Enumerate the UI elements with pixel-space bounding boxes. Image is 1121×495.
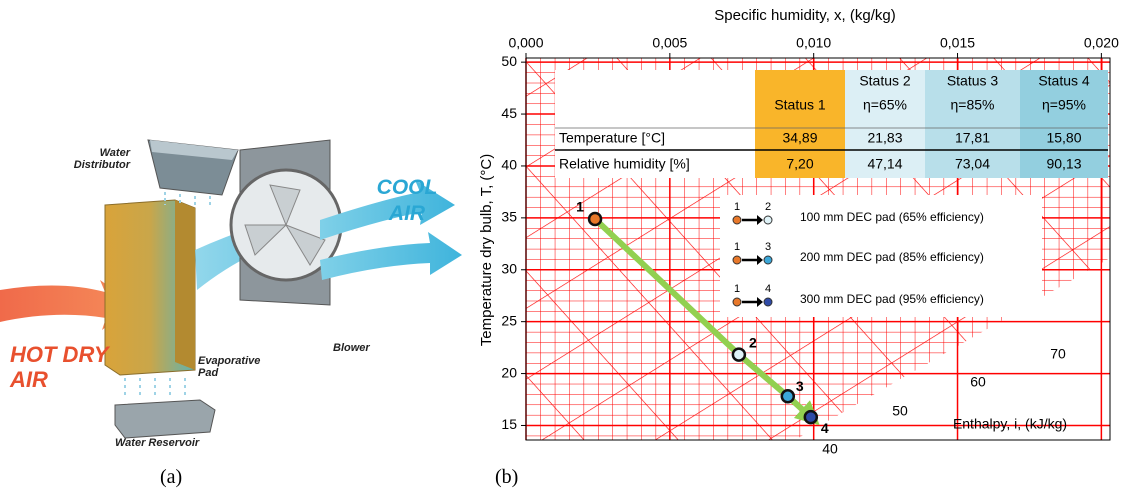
point: [803, 409, 819, 425]
table-header: η=65%: [863, 97, 907, 113]
table-column: [925, 70, 1020, 178]
label-cool-air: COOL AIR: [376, 176, 438, 226]
enthalpy-title: Enthalpy, i, (kJ/kg): [953, 416, 1067, 432]
legend-text: 300 mm DEC pad (95% efficiency): [800, 292, 984, 306]
y-tick-label: 45: [501, 105, 517, 121]
point: [780, 389, 796, 404]
plot: 0,000 0,005 0,010 0,015 0,020 15 20 25 30 35 40 45 5…: [501, 35, 1119, 440]
table-header: Status 2: [859, 73, 911, 89]
plot-frame: [525, 57, 1111, 441]
y-axis-title: Temperature dry bulb, T, (°C): [478, 154, 495, 346]
y-tick-label: 40: [501, 157, 517, 173]
cool-air-arrow: [320, 232, 462, 280]
water-distributor-top: [150, 140, 238, 160]
legend-arrowhead: [757, 215, 763, 225]
y-tick-label: 35: [501, 209, 517, 225]
legend-marker: [732, 255, 742, 265]
table-cell: 47,14: [867, 156, 902, 172]
y-tick-label: 50: [501, 53, 517, 69]
label-evaporative-pad: Evaporative Pad: [198, 355, 261, 380]
table-row-label: Relative humidity [%]: [559, 156, 690, 172]
legend-text: 100 mm DEC pad (65% efficiency): [800, 210, 984, 224]
table-cell: 7,20: [786, 156, 813, 172]
pad-side: [175, 200, 195, 370]
table-cell: 15,80: [1046, 130, 1081, 146]
x-tick-label: 0,020: [1084, 35, 1119, 51]
point-label: 4: [821, 420, 829, 436]
legend-from: 1: [734, 241, 740, 253]
x-tick-label: 0,010: [796, 35, 831, 51]
legend-marker: [763, 215, 773, 225]
point: [587, 211, 603, 227]
table-background: [555, 70, 755, 178]
fan-blades: [244, 184, 326, 266]
caption-a: (a): [160, 466, 183, 488]
table-column: [1020, 70, 1108, 178]
point-label: 2: [749, 334, 757, 350]
point-label: 1: [576, 199, 584, 215]
legend-marker: [763, 255, 773, 265]
table-header: Status 3: [947, 73, 999, 89]
label-blower: Blower: [333, 342, 370, 354]
table-cell: 17,81: [955, 130, 990, 146]
table-header: Status 1: [774, 97, 826, 113]
legend-to: 4: [765, 283, 771, 295]
legend-text: 200 mm DEC pad (85% efficiency): [800, 250, 984, 264]
water-drops: [164, 192, 211, 205]
label-water-distributor: Water Distributor: [73, 147, 130, 172]
table-header: Status 4: [1038, 73, 1090, 89]
x-tick-label: 0,005: [652, 35, 687, 51]
legend-marker: [763, 297, 773, 307]
legend-arrowhead: [757, 297, 763, 307]
y-tick-label: 25: [501, 312, 517, 328]
cooler-illustration: [0, 139, 462, 439]
water-reservoir: [114, 399, 216, 439]
table-header: η=95%: [1042, 97, 1086, 113]
table-cell: 21,83: [867, 130, 902, 146]
hot-air-arrow: [0, 280, 135, 330]
table-cell: 73,04: [955, 156, 990, 172]
y-tick-label: 15: [501, 416, 517, 432]
caption-b: (b): [495, 466, 519, 488]
point-label: 3: [796, 378, 804, 394]
enthalpy-label: 70: [1050, 346, 1066, 362]
x-axis-title: Specific humidity, x, (kg/kg): [714, 7, 895, 24]
legend-to: 2: [765, 201, 771, 213]
table-row-label: Temperature [°C]: [559, 130, 665, 146]
cool-air-arrow: [320, 180, 455, 240]
water-drops: [124, 378, 186, 398]
table-header: η=85%: [951, 97, 995, 113]
y-tick-label: 20: [501, 364, 517, 380]
enthalpy-label: 60: [970, 374, 986, 390]
enthalpy-label: 50: [892, 403, 908, 419]
label-water-reservoir: Water Reservoir: [115, 437, 200, 449]
x-tick-label: 0,000: [508, 35, 543, 51]
process-line: [592, 216, 820, 426]
table-cell: 34,89: [782, 130, 817, 146]
legend-from: 1: [734, 201, 740, 213]
table-column: [755, 70, 845, 178]
legend-marker: [732, 215, 742, 225]
legend-to: 3: [765, 241, 771, 253]
legend-marker: [732, 297, 742, 307]
x-tick-label: 0,015: [940, 35, 975, 51]
legend-from: 1: [734, 283, 740, 295]
y-tick-label: 30: [501, 260, 517, 276]
table-cell: 90,13: [1046, 156, 1081, 172]
point: [731, 347, 747, 362]
legend-arrowhead: [757, 255, 763, 265]
table-column: [845, 70, 925, 178]
enthalpy-label: 40: [822, 441, 838, 457]
legend-box: [720, 195, 1042, 317]
label-hot-air: HOT DRY AIR: [10, 342, 109, 393]
